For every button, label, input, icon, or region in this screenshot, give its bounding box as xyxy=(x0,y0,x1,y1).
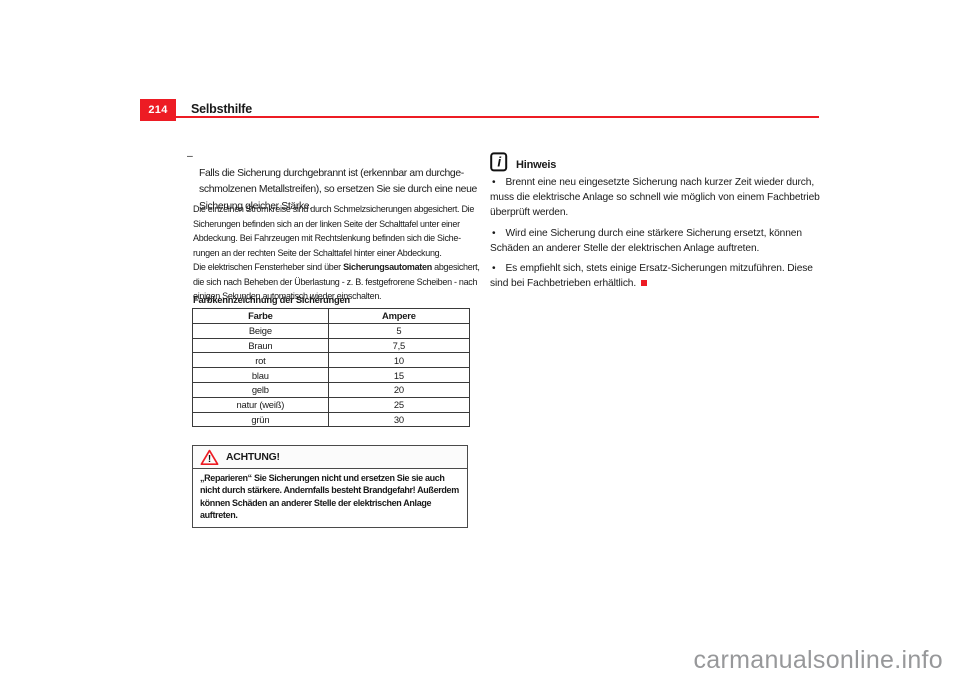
bullet-dot: • xyxy=(492,263,496,275)
cell-ampere: 25 xyxy=(327,396,471,413)
warning-box-header: ! ACHTUNG! xyxy=(193,446,467,469)
cell-farbe: natur (weiß) xyxy=(192,396,329,413)
cell-ampere: 20 xyxy=(327,381,471,398)
cell-ampere: 10 xyxy=(327,352,471,369)
note-section: i Hinweis • Brennt eine neu eingesetzte S… xyxy=(490,150,872,296)
paragraph-fuse-location: Die einzelnen Stromkreise sind durch Sch… xyxy=(193,204,475,258)
cell-farbe: Braun xyxy=(192,337,329,354)
fuse-table-heading: Farbkennzeichnung der Sicherungen xyxy=(193,294,350,305)
cell-ampere: 30 xyxy=(327,411,471,428)
column-header-farbe: Farbe xyxy=(192,308,329,324)
table-row: Beige 5 xyxy=(192,322,471,339)
note-title: Hinweis xyxy=(516,159,557,171)
info-icon: i xyxy=(490,152,508,172)
table-row: blau 15 xyxy=(192,367,471,383)
intro-bullet-item: – Falls die Sicherung durchgebrannt ist (… xyxy=(187,149,487,215)
note-bullet-text: Brennt eine neu eingesetzte Sicherung na… xyxy=(490,177,820,219)
table-header-row: Farbe Ampere xyxy=(192,308,471,324)
table-row: Braun 7,5 xyxy=(192,337,471,354)
warning-triangle-icon: ! xyxy=(200,449,219,466)
column-header-ampere: Ampere xyxy=(327,308,471,324)
cell-ampere: 5 xyxy=(327,322,471,339)
section-end-marker xyxy=(641,280,648,287)
cell-farbe: blau xyxy=(192,367,329,383)
note-bullet-item: • Brennt eine neu eingesetzte Sicherung n… xyxy=(490,175,872,221)
cell-farbe: Beige xyxy=(192,322,329,339)
watermark-text: carmanualsonline.info xyxy=(693,646,943,674)
svg-text:!: ! xyxy=(208,454,211,465)
cell-ampere: 7,5 xyxy=(327,337,471,354)
paragraph-text: abgesichert, die sich nach Beheben der Ü… xyxy=(193,262,480,302)
note-bullet-item: • Es empfiehlt sich, stets einige Ersatz-… xyxy=(490,261,872,291)
header-rule xyxy=(140,116,819,118)
warning-box: ! ACHTUNG! „Reparieren“ Sie Sicherungen … xyxy=(192,445,468,528)
cell-farbe: gelb xyxy=(192,381,329,398)
cell-ampere: 15 xyxy=(327,367,471,383)
section-title: Selbsthilfe xyxy=(191,102,253,116)
note-bullet-text: Es empfiehlt sich, stets einige Ersatz-S… xyxy=(490,263,813,290)
table-row: gelb 20 xyxy=(192,381,471,398)
page-number-tab: 214 xyxy=(140,99,176,121)
table-row: rot 10 xyxy=(192,352,471,369)
paragraph-text: Die elektrischen Fensterheber sind über xyxy=(193,262,344,272)
page-number: 214 xyxy=(148,104,168,116)
table-row: grün 30 xyxy=(192,411,471,428)
paragraph-circuit-breakers: Die elektrischen Fensterheber sind über … xyxy=(193,260,493,304)
fuse-color-table: Farbe Ampere Beige 5 Braun 7,5 rot 10 bl… xyxy=(192,308,471,428)
intro-bullet-text: Falls die Sicherung durchgebrannt ist (e… xyxy=(199,167,477,212)
warning-title: ACHTUNG! xyxy=(226,452,280,463)
note-bullet-list: • Brennt eine neu eingesetzte Sicherung n… xyxy=(490,175,872,291)
note-header: i Hinweis xyxy=(490,150,872,172)
cell-farbe: rot xyxy=(192,352,329,369)
warning-body-text: „Reparieren“ Sie Sicherungen nicht und e… xyxy=(200,473,459,521)
note-bullet-item: • Wird eine Sicherung durch eine stärkere… xyxy=(490,226,872,256)
note-bullet-text: Wird eine Sicherung durch eine stärkere … xyxy=(490,227,802,254)
bullet-dash: – xyxy=(187,151,193,162)
cell-farbe: grün xyxy=(192,411,329,428)
bullet-dot: • xyxy=(492,177,496,188)
paragraph-bold-term: Sicherungsautomaten xyxy=(343,262,432,272)
svg-text:i: i xyxy=(497,155,501,170)
bullet-dot: • xyxy=(492,227,496,239)
table-row: natur (weiß) 25 xyxy=(192,396,471,413)
